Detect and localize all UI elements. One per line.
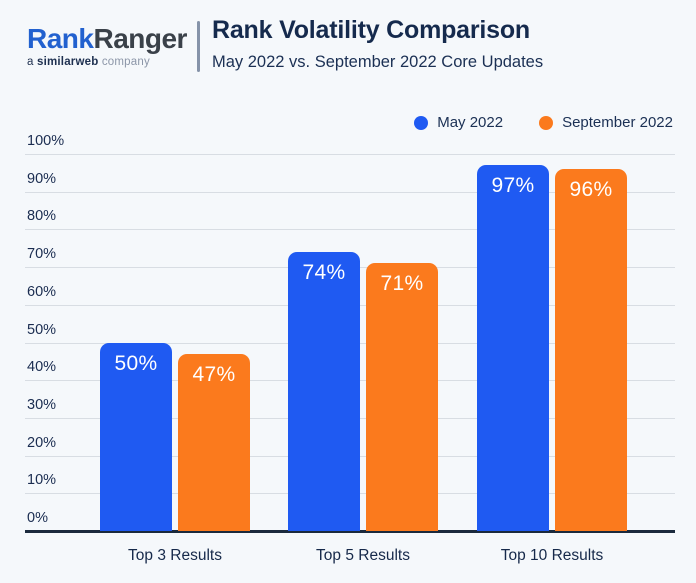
- legend-item-september-2022: September 2022: [539, 114, 673, 131]
- bar-may-2022-top-10-results: 97%: [477, 165, 549, 531]
- category-label: Top 3 Results: [128, 547, 222, 564]
- y-gridline: [25, 229, 675, 231]
- x-axis-line: [25, 529, 675, 533]
- y-tick-label: 30%: [27, 396, 57, 413]
- bar-may-2022-top-5-results: 74%: [288, 252, 360, 531]
- legend-dot-icon: [414, 115, 429, 130]
- y-tick-label: 10%: [27, 472, 57, 489]
- y-gridline: [25, 154, 675, 155]
- y-gridline: [25, 191, 675, 193]
- y-tick-label: 60%: [27, 283, 57, 300]
- y-tick-label: 100%: [27, 133, 65, 149]
- logo-word-rank: Rank: [27, 23, 94, 54]
- legend-label: September 2022: [562, 114, 673, 131]
- rankranger-logo: RankRanger a similarweb company: [27, 23, 187, 68]
- legend-label: May 2022: [437, 114, 504, 131]
- page-subtitle: May 2022 vs. September 2022 Core Updates: [212, 53, 544, 71]
- legend-item-may-2022: May 2022: [414, 114, 503, 131]
- bar-value-label: 71%: [380, 272, 424, 296]
- chart-legend: May 2022 September 2022: [414, 114, 673, 131]
- title-block: Rank Volatility Comparison May 2022 vs. …: [212, 16, 543, 72]
- y-tick-label: 80%: [27, 208, 57, 225]
- tagline-company: company: [98, 55, 150, 68]
- y-tick-label: 20%: [27, 434, 57, 451]
- y-tick-label: 40%: [27, 359, 57, 376]
- y-tick-label: 50%: [27, 321, 57, 338]
- bar-september-2022-top-3-results: 47%: [178, 353, 250, 531]
- page-title: Rank Volatility Comparison: [212, 16, 531, 44]
- logo-wordmark: RankRanger: [27, 23, 187, 55]
- tagline-similarweb: similarweb: [37, 55, 99, 68]
- bar-value-label: 97%: [491, 174, 535, 198]
- category-label: Top 10 Results: [500, 547, 604, 564]
- bar-september-2022-top-5-results: 71%: [366, 263, 438, 531]
- bar-september-2022-top-10-results: 96%: [555, 169, 627, 531]
- bar-value-label: 50%: [114, 351, 158, 375]
- bar-value-label: 47%: [192, 362, 236, 386]
- bar-may-2022-top-3-results: 50%: [100, 342, 172, 531]
- tagline-prefix: a: [27, 55, 37, 68]
- legend-dot-icon: [539, 115, 554, 130]
- category-label: Top 5 Results: [316, 547, 410, 564]
- logo-tagline: a similarweb company: [27, 56, 187, 68]
- logo-word-ranger: Ranger: [93, 23, 187, 54]
- y-tick-label: 0%: [27, 510, 48, 526]
- bar-value-label: 74%: [302, 261, 346, 285]
- header-divider: [197, 21, 200, 72]
- bar-value-label: 96%: [569, 178, 613, 202]
- y-tick-label: 90%: [27, 170, 57, 187]
- y-tick-label: 70%: [27, 246, 57, 263]
